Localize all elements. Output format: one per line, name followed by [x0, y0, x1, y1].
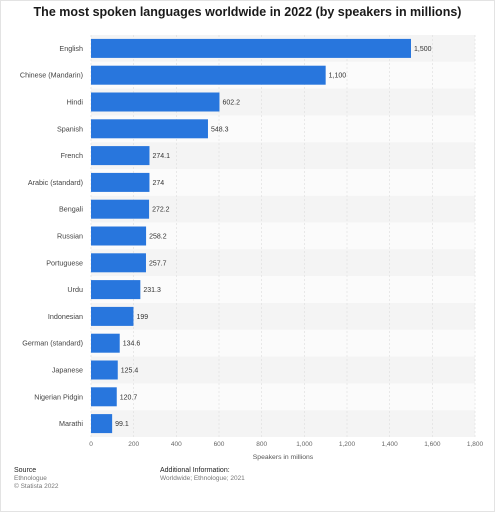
- x-tick-label: 1,000: [296, 441, 313, 448]
- bar[interactable]: [91, 306, 134, 326]
- row-band: [91, 356, 475, 384]
- value-label: 1,100: [329, 73, 347, 80]
- bar[interactable]: [91, 333, 120, 353]
- bar[interactable]: [91, 38, 411, 58]
- bar[interactable]: [91, 414, 113, 434]
- row-band: [91, 142, 475, 169]
- source-block: Source Ethnologue © Statista 2022: [14, 467, 59, 491]
- category-label: French: [61, 151, 83, 160]
- chart-title: The most spoken languages worldwide in 2…: [33, 5, 462, 19]
- value-label: 199: [136, 314, 148, 321]
- bar[interactable]: [91, 253, 146, 273]
- bar[interactable]: [91, 199, 150, 219]
- bar[interactable]: [91, 146, 150, 166]
- additional-info-block: Additional Information: Worldwide; Ethno…: [160, 467, 245, 483]
- source-name[interactable]: Ethnologue: [14, 475, 47, 482]
- category-label: Bengali: [59, 205, 83, 214]
- row-band: [91, 169, 475, 196]
- row-band: [91, 195, 475, 223]
- x-tick-label: 800: [256, 441, 267, 448]
- row-band: [91, 222, 475, 250]
- category-label: Arabic (standard): [28, 178, 83, 187]
- copyright-text: © Statista 2022: [14, 483, 59, 490]
- category-label: Russian: [57, 232, 83, 241]
- x-tick-label: 1,400: [382, 441, 399, 448]
- category-label: German (standard): [22, 339, 83, 348]
- source-heading: Source: [14, 467, 37, 474]
- bar[interactable]: [91, 280, 141, 300]
- x-axis-label: Speakers in millions: [253, 454, 314, 461]
- row-band: [91, 303, 475, 330]
- value-label: 272.2: [152, 207, 170, 214]
- bar[interactable]: [91, 119, 208, 139]
- value-label: 274: [152, 180, 164, 187]
- category-label: Portuguese: [46, 258, 83, 267]
- value-label: 274.1: [152, 153, 170, 160]
- x-tick-label: 600: [214, 441, 225, 448]
- value-label: 134.6: [123, 341, 141, 348]
- value-label: 120.7: [120, 394, 138, 401]
- additional-info-heading: Additional Information:: [160, 467, 230, 474]
- bar[interactable]: [91, 387, 117, 407]
- category-label: Nigerian Pidgin: [34, 392, 83, 401]
- row-band: [91, 410, 475, 437]
- row-band: [91, 329, 475, 357]
- row-band: [91, 249, 475, 277]
- value-label: 125.4: [121, 368, 139, 375]
- value-label: 1,500: [414, 46, 432, 53]
- value-label: 258.2: [149, 234, 167, 241]
- category-label: Urdu: [67, 285, 83, 294]
- value-label: 231.3: [143, 287, 161, 294]
- x-tick-label: 1,200: [339, 441, 356, 448]
- value-label: 257.7: [149, 260, 167, 267]
- category-label: Marathi: [59, 419, 83, 428]
- category-label: Indonesian: [48, 312, 83, 321]
- x-tick-label: 1,800: [467, 441, 484, 448]
- value-label: 602.2: [222, 100, 240, 107]
- x-tick-label: 0: [89, 441, 93, 448]
- bar[interactable]: [91, 92, 220, 112]
- x-tick-label: 200: [128, 441, 139, 448]
- bar[interactable]: [91, 65, 326, 85]
- additional-info-text: Worldwide; Ethnologue; 2021: [160, 475, 245, 482]
- row-band: [91, 383, 475, 411]
- value-label: 99.1: [115, 421, 129, 428]
- category-label: Japanese: [52, 366, 83, 375]
- category-label: English: [59, 44, 83, 53]
- value-label: 548.3: [211, 126, 229, 133]
- bar[interactable]: [91, 172, 150, 192]
- x-tick-label: 400: [171, 441, 182, 448]
- category-label: Chinese (Mandarin): [20, 71, 83, 80]
- row-band: [91, 276, 475, 303]
- category-label: Hindi: [67, 98, 84, 107]
- category-label: Spanish: [57, 124, 83, 133]
- bar[interactable]: [91, 360, 118, 380]
- bar[interactable]: [91, 226, 147, 246]
- x-tick-label: 1,600: [424, 441, 441, 448]
- bar-chart: English 1,500 Chinese (Mandarin) 1,100 Hindi…: [20, 35, 484, 461]
